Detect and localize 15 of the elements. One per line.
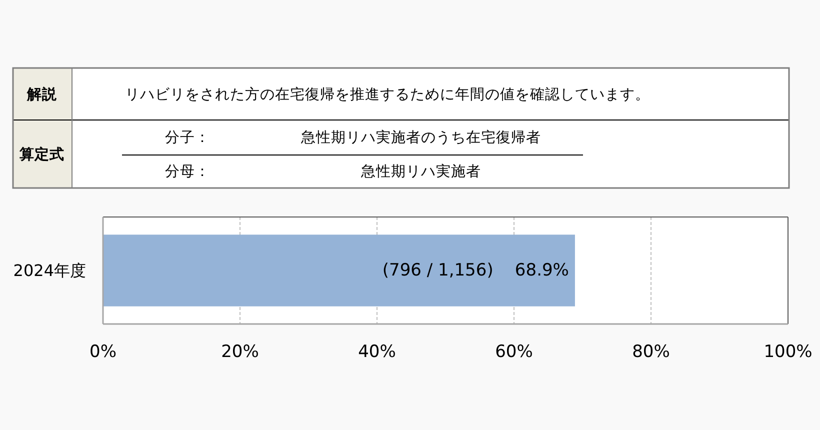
text: 分子： <box>165 129 210 146</box>
x-tick-label: 100% <box>764 342 812 362</box>
data-label: (796 / 1,156) 68.9% <box>382 260 569 280</box>
x-tick-label: 80% <box>632 342 670 362</box>
text: 分母： <box>165 163 210 180</box>
y-tick-label: 2024年度 <box>13 261 86 280</box>
text: 急性期リハ実施者のうち在宅復帰者 <box>300 129 541 146</box>
x-tick-label: 0% <box>90 342 116 362</box>
text: 算定式 <box>18 145 64 163</box>
text: 解説 <box>26 86 58 103</box>
x-tick-label: 20% <box>221 342 259 362</box>
x-tick-label: 60% <box>495 342 533 362</box>
text: 急性期リハ実施者 <box>360 163 481 180</box>
x-tick-label: 40% <box>358 342 396 362</box>
text: リハビリをされた方の在宅復帰を推進するために年間の値を確認しています。 <box>125 86 650 103</box>
